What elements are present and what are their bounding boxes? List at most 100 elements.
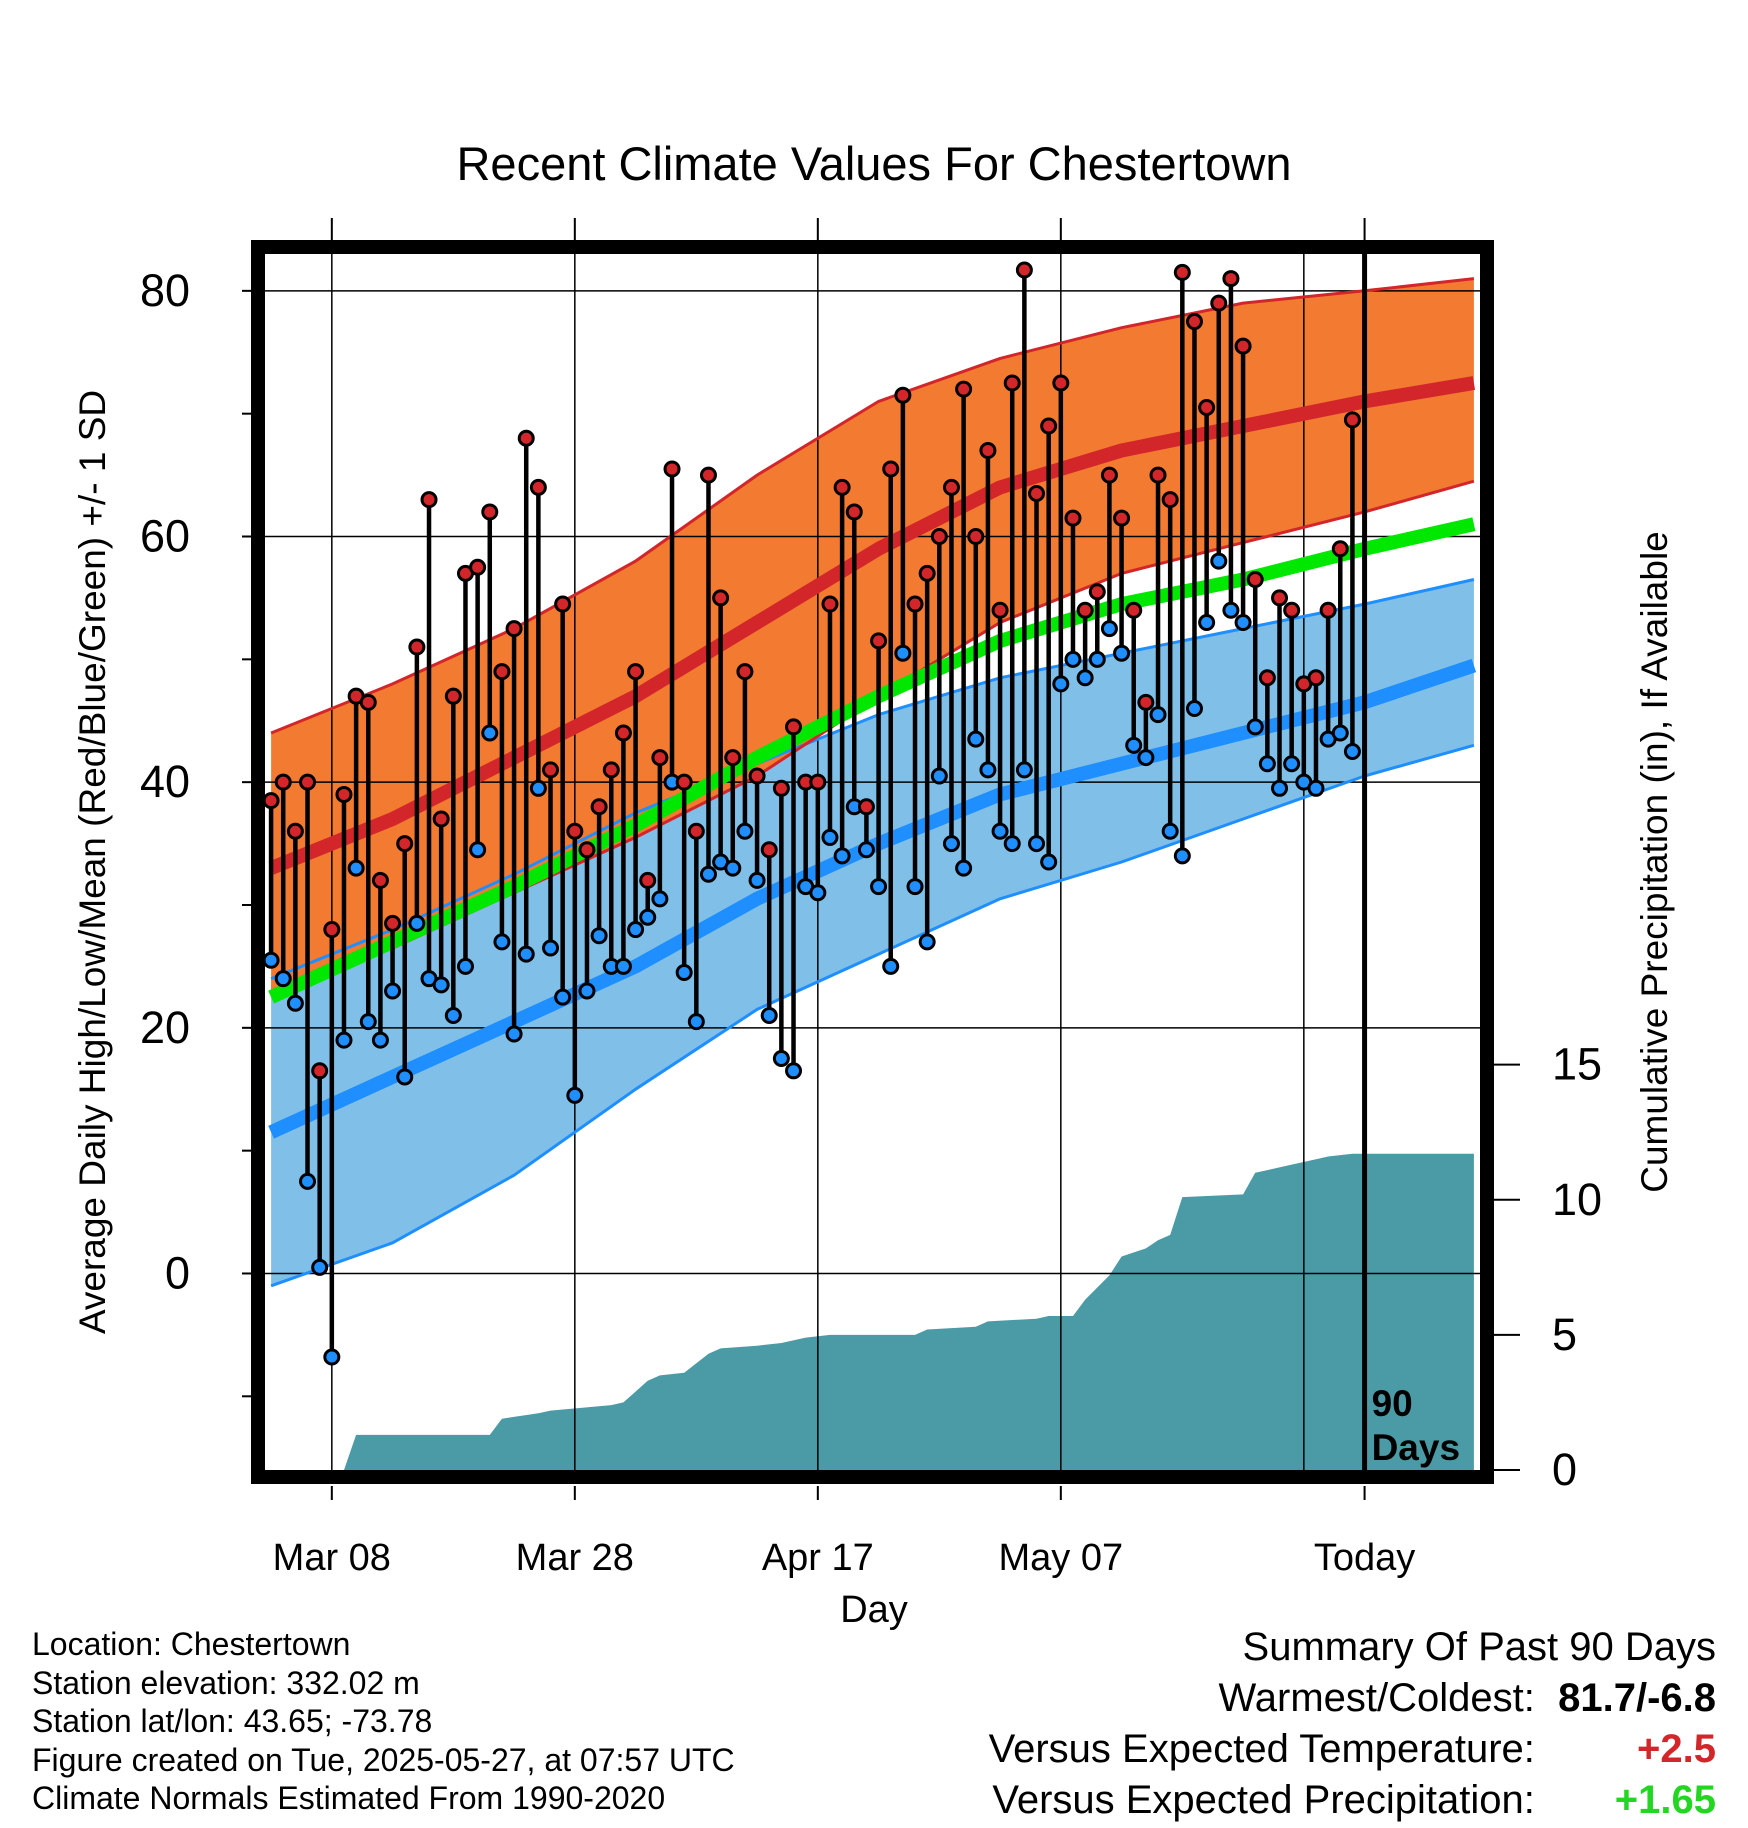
created-text: Figure created on Tue, 2025-05-27, at 07… (32, 1741, 735, 1778)
daily-low-marker (1283, 755, 1301, 773)
daily-high-marker (566, 822, 584, 840)
daily-high-marker (663, 460, 681, 478)
daily-low-marker (371, 1031, 389, 1049)
daily-low-marker (979, 761, 997, 779)
daily-low-marker (590, 927, 608, 945)
daily-high-marker (1258, 669, 1276, 687)
daily-high-marker (967, 528, 985, 546)
x-tick-label: Today (1314, 1537, 1415, 1579)
daily-low-marker (529, 779, 547, 797)
daily-high-marker (748, 767, 766, 785)
daily-low-marker (1052, 675, 1070, 693)
daily-high-marker (845, 503, 863, 521)
daily-high-marker (712, 589, 730, 607)
daily-low-marker (651, 890, 669, 908)
location-text: Location: Chestertown (32, 1626, 351, 1662)
y-axis-label: Average Daily High/Low/Mean (Red/Blue/Gr… (72, 390, 113, 1334)
daily-high-marker (299, 773, 317, 791)
precipitation-anomaly-value: +1.65 (1614, 1778, 1716, 1822)
temperature-anomaly-label: Versus Expected Temperature: (988, 1727, 1535, 1771)
daily-high-marker (1040, 417, 1058, 435)
daily-high-marker (627, 663, 645, 681)
daily-low-marker (833, 847, 851, 865)
cumulative-precipitation-area (271, 1153, 1474, 1470)
daily-low-marker (930, 767, 948, 785)
daily-low-marker (627, 921, 645, 939)
plot-frame: 90 Days (251, 240, 1494, 1484)
daily-low-marker (578, 982, 596, 1000)
daily-high-marker (602, 761, 620, 779)
daily-high-marker (639, 871, 657, 889)
daily-high-marker (1331, 540, 1349, 558)
plot-border (251, 240, 1494, 1484)
daily-low-marker (1064, 650, 1082, 668)
daily-low-marker (675, 964, 693, 982)
daily-high-marker (785, 718, 803, 736)
daily-low-marker (1258, 755, 1276, 773)
daily-high-marker (1185, 313, 1203, 331)
daily-low-marker (857, 841, 875, 859)
daily-high-marker (724, 749, 742, 767)
daily-low-marker (1040, 853, 1058, 871)
y2-tick-label: 0 (1552, 1444, 1577, 1495)
daily-low-marker (1113, 644, 1131, 662)
daily-low-marker (1003, 835, 1021, 853)
normals-text: Climate Normals Estimated From 1990-2020 (32, 1780, 666, 1816)
daily-high-marker (1161, 491, 1179, 509)
daily-low-marker (481, 724, 499, 742)
daily-high-marker (1137, 693, 1155, 711)
daily-low-marker (942, 835, 960, 853)
daily-low-marker (347, 859, 365, 877)
y-tick-label: 80 (140, 265, 190, 316)
daily-low-marker (1210, 552, 1228, 570)
daily-high-marker (493, 663, 511, 681)
daily-low-marker (262, 951, 280, 969)
normal-high-line (268, 376, 1476, 875)
daily-low-marker (991, 822, 1009, 840)
daily-high-marker (1222, 270, 1240, 288)
daily-high-marker (432, 810, 450, 828)
daily-high-marker (517, 429, 535, 447)
daily-high-marker (1052, 374, 1070, 392)
daily-high-marker (262, 792, 280, 810)
daily-low-marker (408, 914, 426, 932)
daily-high-marker (1271, 589, 1289, 607)
x-tick-label: Mar 08 (273, 1537, 391, 1579)
latlon-text: Station lat/lon: 43.65; -73.78 (32, 1703, 433, 1739)
daily-low-marker (1331, 724, 1349, 742)
daily-high-marker (578, 841, 596, 859)
daily-high-marker (736, 663, 754, 681)
plot-area (265, 254, 1480, 1470)
daily-high-marker (590, 798, 608, 816)
y-tick-label: 0 (165, 1247, 190, 1298)
daily-low-marker (493, 933, 511, 951)
daily-high-marker (384, 914, 402, 932)
daily-high-marker (396, 835, 414, 853)
daily-high-marker (1210, 294, 1228, 312)
daily-high-marker (542, 761, 560, 779)
daily-low-marker (736, 822, 754, 840)
chart-title: Recent Climate Values For Chestertown (456, 137, 1291, 190)
warmest-coldest-value: 81.7/-6.8 (1558, 1676, 1716, 1720)
daily-low-marker (1125, 736, 1143, 754)
high-sd-upper-edge (270, 277, 1475, 735)
daily-high-marker (444, 687, 462, 705)
daily-low-marker (335, 1031, 353, 1049)
daily-high-marker (554, 595, 572, 613)
daily-low-marker (785, 1062, 803, 1080)
daily-low-marker (384, 982, 402, 1000)
daily-high-marker (420, 491, 438, 509)
warmest-coldest-row: Warmest/Coldest: 81.7/-6.8 (989, 1673, 1717, 1724)
summary-panel: Summary Of Past 90 Days Warmest/Coldest:… (989, 1622, 1716, 1826)
daily-low-marker (286, 994, 304, 1012)
daily-high-marker (481, 503, 499, 521)
temperature-anomaly-row: Versus Expected Temperature: +2.5 (989, 1724, 1716, 1775)
daily-high-marker (833, 478, 851, 496)
daily-high-marker (1307, 669, 1325, 687)
daily-low-marker (699, 865, 717, 883)
daily-high-marker (955, 380, 973, 398)
daily-high-marker (651, 749, 669, 767)
daily-low-marker (906, 878, 924, 896)
daily-high-marker (311, 1062, 329, 1080)
